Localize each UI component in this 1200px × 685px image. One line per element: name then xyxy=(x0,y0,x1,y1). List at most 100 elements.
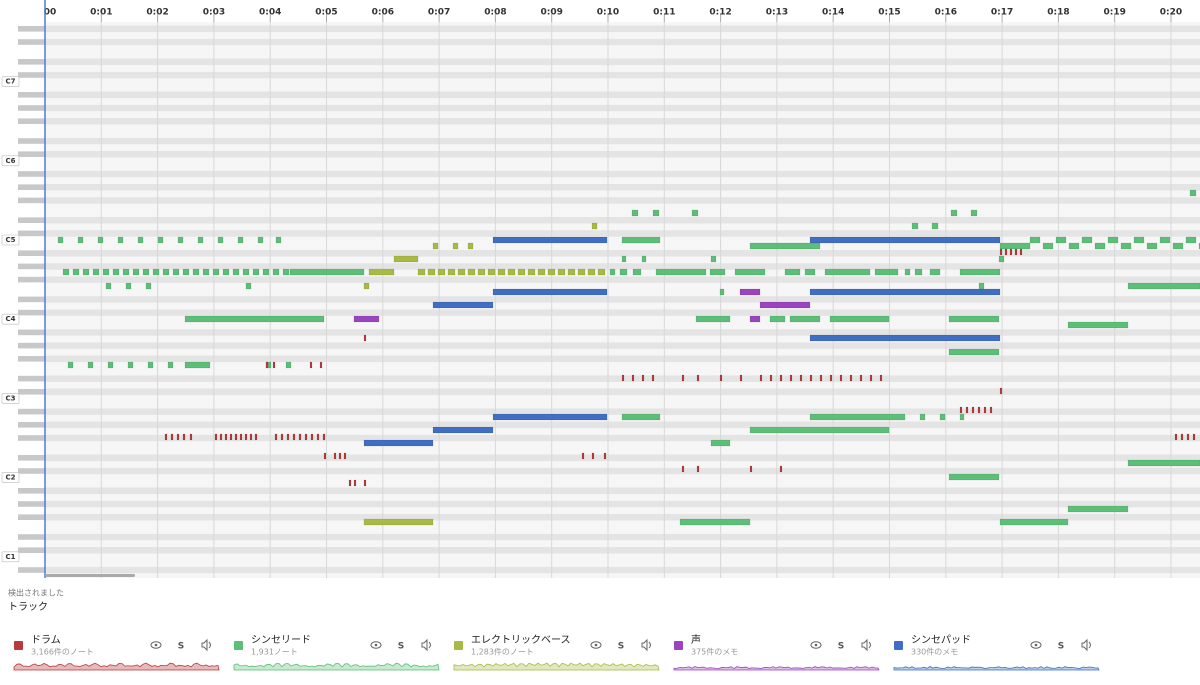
pitch-row xyxy=(45,494,1200,501)
note xyxy=(497,268,506,276)
visibility-toggle[interactable] xyxy=(810,641,822,649)
pitch-row xyxy=(45,540,1200,547)
black-key xyxy=(18,250,45,256)
note xyxy=(1120,242,1132,250)
visibility-toggle[interactable] xyxy=(590,641,602,649)
pitch-row xyxy=(45,170,1200,178)
note xyxy=(1192,433,1196,441)
black-key xyxy=(18,59,45,65)
white-key xyxy=(0,164,45,171)
octave-label-box xyxy=(1,472,20,483)
activity-sparkline xyxy=(13,662,220,671)
octave-label: C1 xyxy=(5,553,15,561)
eye-pupil xyxy=(154,643,158,647)
black-key xyxy=(18,468,45,474)
white-key xyxy=(0,560,45,567)
black-key xyxy=(18,547,45,553)
note xyxy=(839,374,843,382)
note xyxy=(1172,242,1184,250)
note xyxy=(931,222,939,230)
note xyxy=(212,268,220,276)
note xyxy=(809,413,906,421)
note xyxy=(214,433,218,441)
visibility-toggle[interactable] xyxy=(370,641,382,649)
visibility-toggle[interactable] xyxy=(150,641,162,649)
note xyxy=(192,268,200,276)
mute-toggle[interactable] xyxy=(1081,638,1091,652)
mute-toggle[interactable] xyxy=(201,638,211,652)
solo-button[interactable]: S xyxy=(838,642,844,652)
time-label: 0:20 xyxy=(1160,8,1182,18)
note xyxy=(749,315,761,323)
note xyxy=(784,268,801,276)
pitch-row xyxy=(45,355,1200,363)
black-key xyxy=(18,356,45,362)
track-name: 声 xyxy=(691,633,701,646)
pitch-row xyxy=(45,553,1200,561)
note xyxy=(282,268,290,276)
roll-mask-bottom xyxy=(0,578,1200,681)
note xyxy=(978,282,985,290)
note xyxy=(869,374,873,382)
note xyxy=(621,236,661,244)
note xyxy=(265,361,269,369)
solo-button[interactable]: S xyxy=(618,642,624,652)
note xyxy=(77,236,84,244)
note xyxy=(237,236,244,244)
solo-button[interactable]: S xyxy=(398,642,404,652)
note xyxy=(164,433,168,441)
pitch-row xyxy=(45,434,1200,442)
solo-button[interactable]: S xyxy=(1058,642,1064,652)
note xyxy=(1042,242,1054,250)
white-key xyxy=(0,125,45,131)
pitch-row xyxy=(45,98,1200,105)
note xyxy=(487,268,496,276)
white-key xyxy=(0,415,45,421)
mute-toggle[interactable] xyxy=(641,638,651,652)
note xyxy=(353,315,380,323)
note xyxy=(567,268,576,276)
note xyxy=(971,406,975,414)
note xyxy=(651,374,655,382)
note xyxy=(809,236,1001,244)
octave-label: C4 xyxy=(5,315,15,323)
pitch-row xyxy=(45,190,1200,198)
black-key xyxy=(18,263,45,270)
note xyxy=(492,236,608,244)
white-key xyxy=(0,290,45,296)
note xyxy=(710,255,717,263)
white-key xyxy=(0,210,45,217)
note xyxy=(948,473,1000,481)
mute-toggle[interactable] xyxy=(861,638,871,652)
note xyxy=(691,209,699,217)
white-key xyxy=(0,270,45,276)
note xyxy=(107,361,114,369)
note xyxy=(1081,236,1093,244)
note xyxy=(959,413,965,421)
note xyxy=(809,374,813,382)
note xyxy=(1004,248,1008,256)
note xyxy=(939,413,946,421)
note xyxy=(363,479,367,487)
white-key xyxy=(0,448,45,454)
note xyxy=(298,433,302,441)
note xyxy=(87,361,94,369)
note xyxy=(769,315,786,323)
visibility-toggle[interactable] xyxy=(1030,641,1042,649)
h-scrollbar[interactable] xyxy=(45,574,135,577)
pitch-row xyxy=(45,263,1200,270)
black-key xyxy=(18,138,45,144)
note xyxy=(587,268,596,276)
pitch-row xyxy=(45,381,1200,389)
note xyxy=(879,374,883,382)
white-key xyxy=(0,52,45,58)
pitch-row xyxy=(45,216,1200,224)
note xyxy=(609,268,616,276)
mute-toggle[interactable] xyxy=(421,638,431,652)
track-count: 3,166件のノート xyxy=(31,647,94,657)
note xyxy=(92,268,100,276)
note xyxy=(322,433,326,441)
solo-button[interactable]: S xyxy=(178,642,184,652)
note xyxy=(289,268,365,276)
